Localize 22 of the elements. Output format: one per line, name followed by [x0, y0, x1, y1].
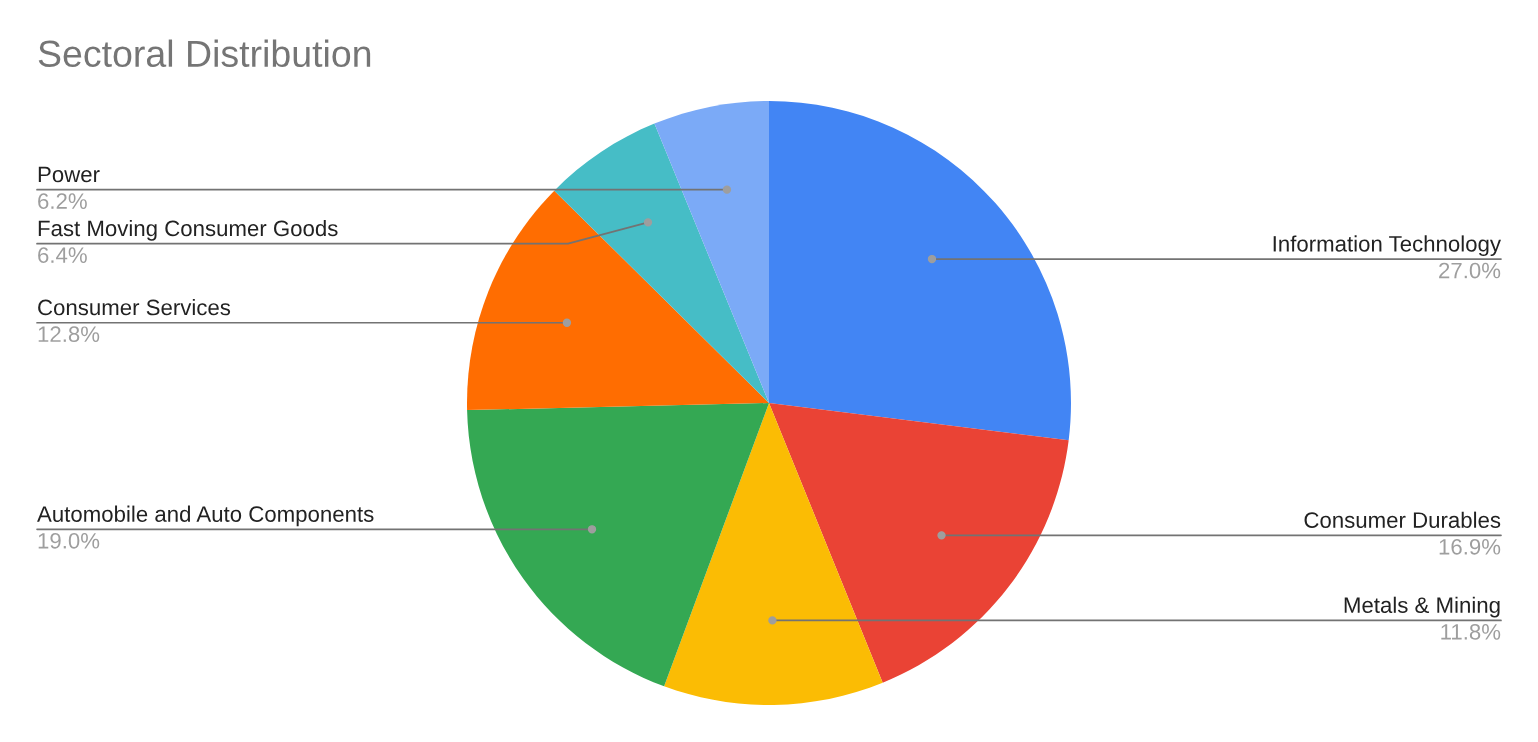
pie-slice	[467, 403, 769, 687]
data-label: 6.2%	[38, 193, 87, 209]
pie-slice	[467, 190, 769, 411]
data-label: 19.0%	[38, 532, 100, 549]
pie-slice	[654, 101, 769, 403]
slice-label: Power	[38, 166, 100, 183]
slice-label: Consumer Services	[38, 299, 231, 316]
chart-title: Sectoral Distribution	[38, 39, 371, 68]
data-label: 6.4%	[38, 247, 87, 263]
pie-slice	[769, 101, 1071, 441]
pie-slice	[769, 403, 1069, 683]
pie-slice	[554, 123, 769, 403]
slice-label: Automobile and Auto Components	[37, 505, 374, 527]
data-label: 11.8%	[1441, 624, 1501, 640]
data-label: 27.0%	[1439, 262, 1501, 279]
data-label: 12.8%	[38, 326, 100, 343]
data-label: 16.9%	[1439, 538, 1501, 555]
slice-label: Consumer Durables	[1304, 511, 1501, 528]
slice-label: Information Technology	[1273, 235, 1501, 257]
slice-label: Metals & Mining	[1344, 596, 1500, 618]
slice-label: Fast Moving Consumer Goods	[38, 219, 338, 241]
pie-slice	[664, 403, 883, 705]
